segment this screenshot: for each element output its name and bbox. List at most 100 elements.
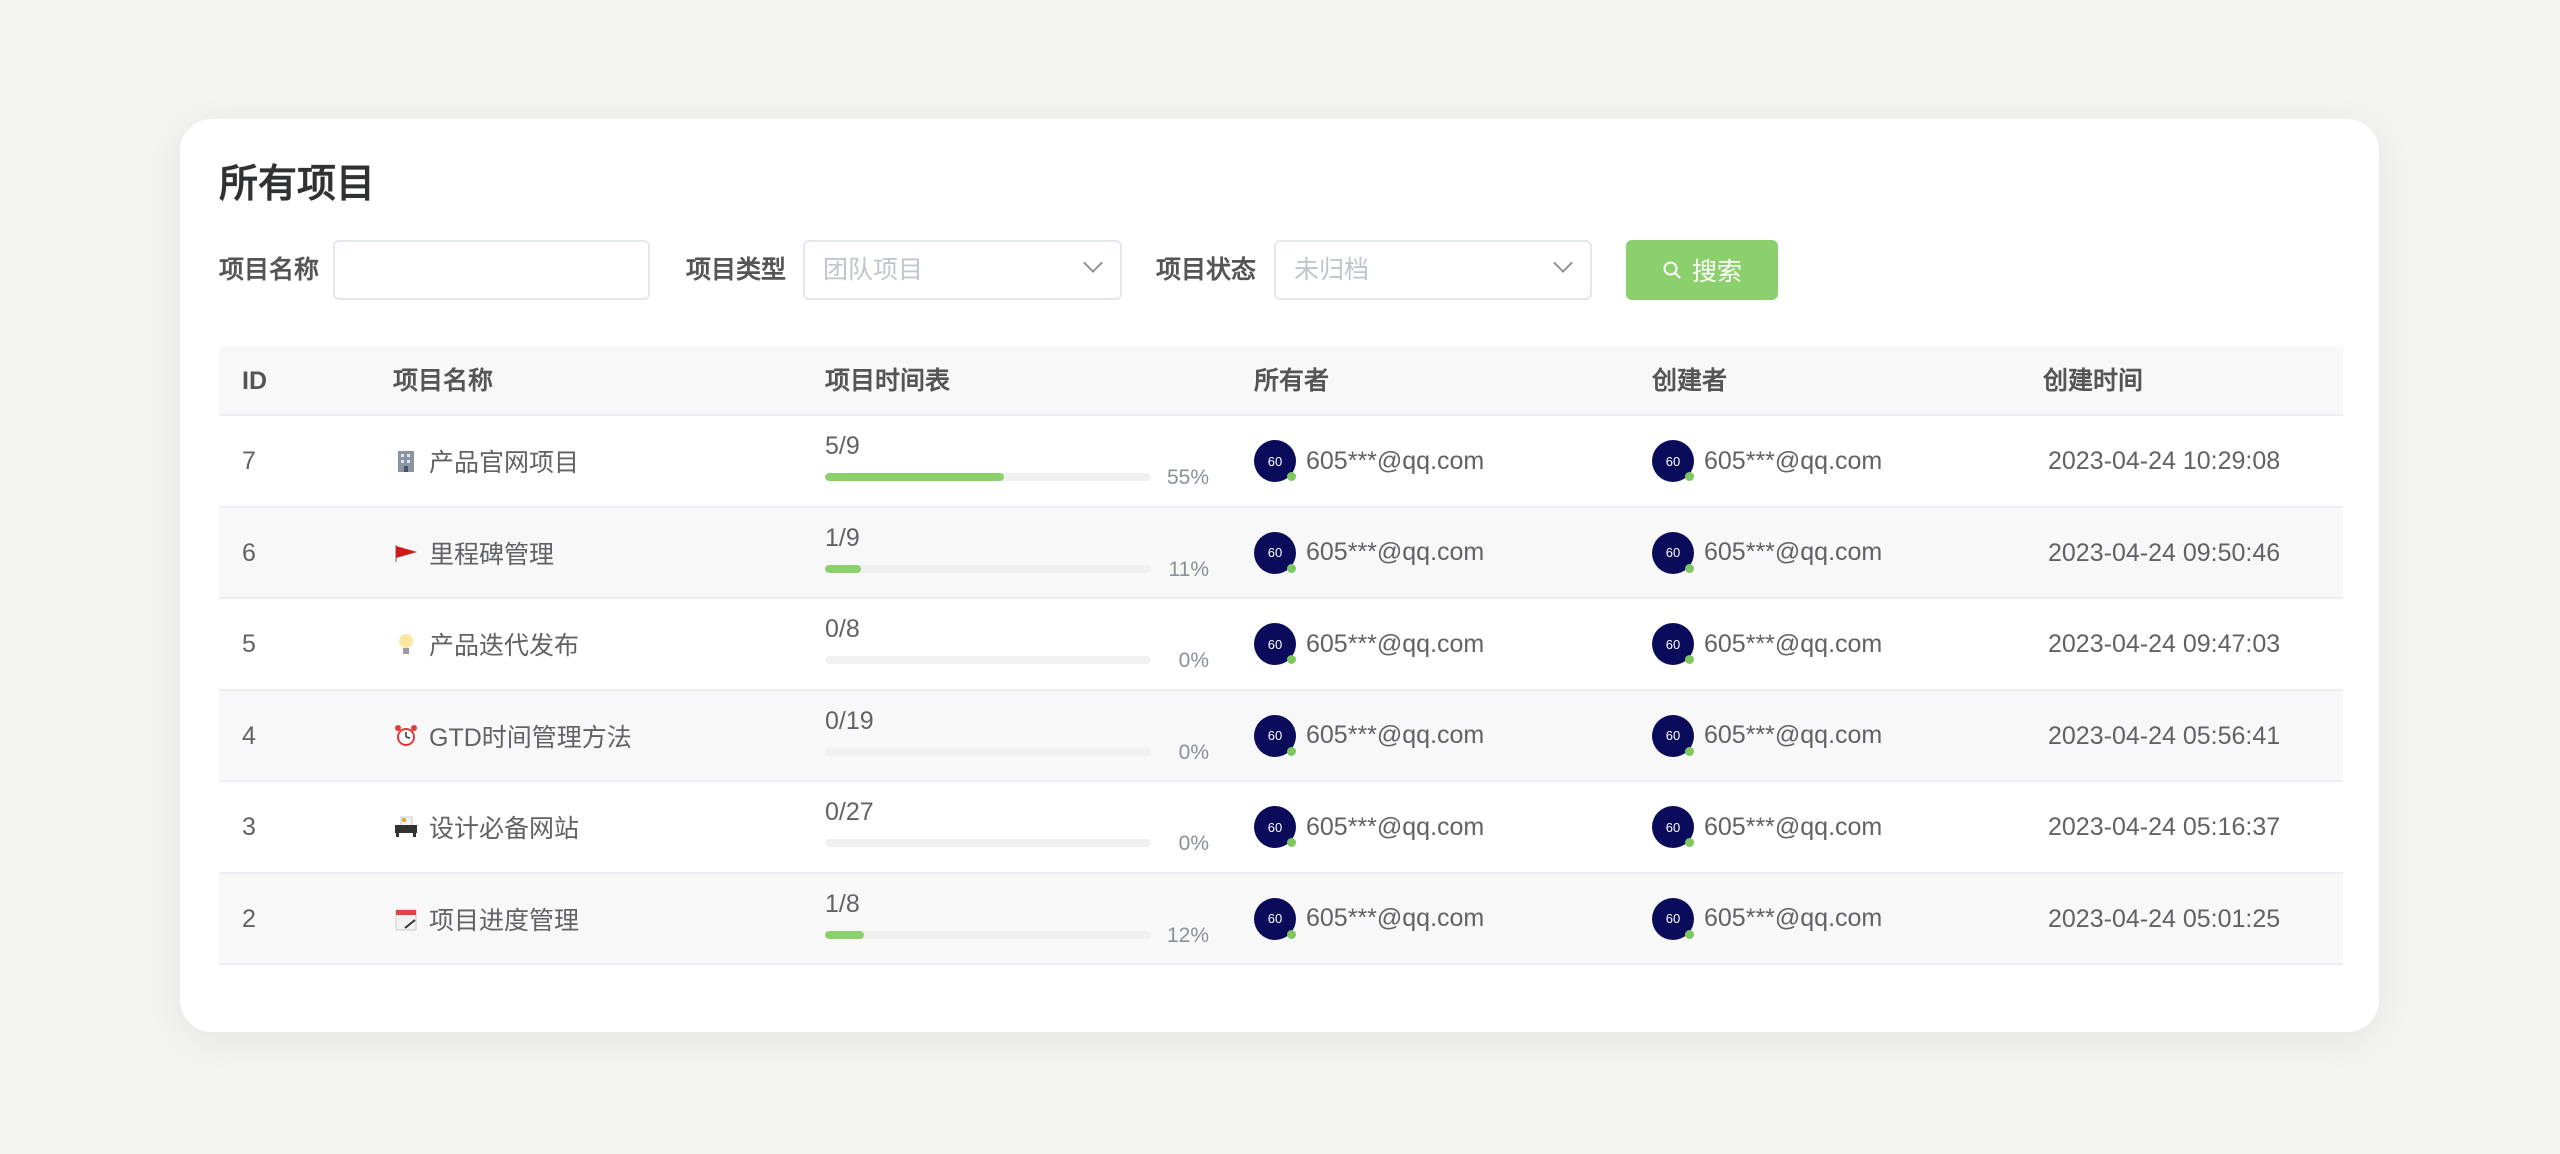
project-name: 项目进度管理 bbox=[429, 906, 580, 935]
project-type-value: 团队项目 bbox=[823, 256, 924, 284]
alarm-clock-icon bbox=[395, 724, 417, 746]
owner-email: 605***@qq.com bbox=[1306, 629, 1485, 658]
project-name-link[interactable]: 设计必备网站 bbox=[393, 782, 579, 872]
creator-email: 605***@qq.com bbox=[1704, 904, 1883, 932]
progress-bar bbox=[825, 656, 1151, 664]
online-dot-icon bbox=[1287, 838, 1296, 847]
search-button[interactable]: 搜索 bbox=[1626, 240, 1778, 300]
online-dot-icon bbox=[1287, 929, 1296, 939]
avatar-initials: 60 bbox=[1665, 453, 1681, 469]
printer-icon bbox=[395, 816, 417, 837]
col-owner: 所有者 bbox=[1254, 367, 1330, 395]
project-status-value: 未归档 bbox=[1294, 256, 1370, 284]
table-row[interactable]: 2 项目进度管理 1/8 12% 60 605***@qq.com 60 605***… bbox=[219, 873, 2343, 965]
progress-percent: 0% bbox=[1178, 740, 1209, 764]
progress-percent: 12% bbox=[1166, 923, 1209, 947]
progress-bar bbox=[825, 473, 1151, 481]
progress-percent: 0% bbox=[1178, 649, 1209, 672]
project-name: 产品迭代发布 bbox=[429, 632, 580, 660]
project-name: 设计必备网站 bbox=[429, 815, 580, 843]
owner-email: 605***@qq.com bbox=[1306, 812, 1485, 841]
online-dot-icon bbox=[1287, 563, 1296, 573]
row-id: 6 bbox=[242, 538, 256, 567]
progress-bar bbox=[825, 564, 1151, 573]
progress-bar bbox=[825, 930, 1151, 939]
project-name-link[interactable]: 产品迭代发布 bbox=[393, 599, 579, 689]
search-button-label: 搜索 bbox=[1691, 258, 1742, 286]
created-time: 2023-04-24 05:56:41 bbox=[2048, 721, 2281, 750]
online-dot-icon bbox=[1685, 838, 1694, 847]
project-name-link[interactable]: 项目进度管理 bbox=[393, 874, 579, 964]
owner: 60 605***@qq.com bbox=[1254, 874, 1484, 964]
avatar-initials: 60 bbox=[1267, 453, 1283, 469]
project-name-link[interactable]: GTD时间管理方法 bbox=[393, 691, 632, 781]
table-row[interactable]: 7 产品官网项目 5/9 55% 60 605***@qq.com 60 605***… bbox=[219, 416, 2343, 508]
chevron-down-icon bbox=[1553, 253, 1573, 273]
project-name-label: 项目名称 bbox=[219, 256, 320, 284]
avatar: 60 bbox=[1652, 806, 1694, 848]
owner-email: 605***@qq.com bbox=[1306, 446, 1485, 475]
building-icon bbox=[398, 451, 414, 472]
progress-fill bbox=[825, 930, 865, 939]
owner: 60 605***@qq.com bbox=[1254, 508, 1484, 598]
avatar: 60 bbox=[1254, 714, 1296, 757]
avatar: 60 bbox=[1652, 440, 1694, 482]
col-creator: 创建者 bbox=[1652, 367, 1728, 395]
creator-email: 605***@qq.com bbox=[1704, 721, 1883, 749]
row-id: 7 bbox=[242, 447, 256, 475]
row-id: 2 bbox=[242, 904, 256, 933]
row-id: 4 bbox=[242, 721, 256, 750]
avatar-initials: 60 bbox=[1267, 636, 1283, 652]
owner: 60 605***@qq.com bbox=[1254, 416, 1484, 506]
lightbulb-icon bbox=[399, 634, 413, 654]
avatar-initials: 60 bbox=[1267, 545, 1283, 560]
creator: 60 605***@qq.com bbox=[1652, 782, 1882, 872]
search-icon bbox=[1663, 261, 1681, 279]
project-status-select[interactable]: 未归档 bbox=[1274, 240, 1592, 300]
table-header: ID 项目名称 项目时间表 所有者 创建者 创建时间 bbox=[219, 346, 2343, 416]
project-name: GTD时间管理方法 bbox=[429, 723, 632, 752]
owner-email: 605***@qq.com bbox=[1306, 721, 1485, 749]
avatar: 60 bbox=[1254, 623, 1296, 665]
owner: 60 605***@qq.com bbox=[1254, 782, 1484, 872]
progress-fill bbox=[825, 473, 1005, 481]
online-dot-icon bbox=[1287, 655, 1296, 664]
table-row[interactable]: 3 设计必备网站 0/27 0% 60 605***@qq.com 60 605***… bbox=[219, 782, 2343, 874]
project-type-label: 项目类型 bbox=[686, 256, 787, 284]
created-time: 2023-04-24 05:01:25 bbox=[2048, 904, 2281, 933]
online-dot-icon bbox=[1685, 563, 1694, 573]
project-status-label: 项目状态 bbox=[1156, 256, 1257, 284]
col-id: ID bbox=[242, 367, 267, 395]
col-timeline: 项目时间表 bbox=[825, 367, 951, 395]
table-row[interactable]: 5 产品迭代发布 0/8 0% 60 605***@qq.com 60 605***@… bbox=[219, 599, 2343, 691]
row-id: 3 bbox=[242, 813, 256, 841]
project-name-link[interactable]: 里程碑管理 bbox=[393, 508, 554, 598]
created-time: 2023-04-24 09:50:46 bbox=[2048, 538, 2281, 567]
col-name: 项目名称 bbox=[393, 367, 494, 395]
progress-bar bbox=[825, 747, 1151, 756]
table-row[interactable]: 4 GTD时间管理方法 0/19 0% 60 605***@qq.com 60 605… bbox=[219, 690, 2343, 782]
creator: 60 605***@qq.com bbox=[1652, 691, 1882, 781]
task-fraction: 0/8 bbox=[825, 615, 860, 643]
avatar: 60 bbox=[1254, 806, 1296, 848]
owner: 60 605***@qq.com bbox=[1254, 599, 1484, 689]
creator-email: 605***@qq.com bbox=[1704, 538, 1883, 566]
online-dot-icon bbox=[1287, 472, 1296, 481]
task-fraction: 5/9 bbox=[825, 432, 860, 460]
avatar-initials: 60 bbox=[1665, 636, 1681, 652]
project-type-select[interactable]: 团队项目 bbox=[803, 240, 1122, 300]
project-name-input[interactable] bbox=[333, 240, 650, 300]
progress-percent: 55% bbox=[1166, 466, 1209, 489]
table-row[interactable]: 6 里程碑管理 1/9 11% 60 605***@qq.com 60 605***@… bbox=[219, 507, 2343, 599]
chevron-down-icon bbox=[1083, 253, 1103, 273]
task-fraction: 0/19 bbox=[825, 706, 874, 735]
creator-email: 605***@qq.com bbox=[1704, 812, 1883, 841]
project-name-link[interactable]: 产品官网项目 bbox=[393, 416, 579, 506]
online-dot-icon bbox=[1685, 472, 1694, 481]
progress-percent: 0% bbox=[1178, 832, 1209, 855]
creator: 60 605***@qq.com bbox=[1652, 416, 1882, 506]
task-fraction: 0/27 bbox=[825, 798, 874, 826]
avatar: 60 bbox=[1652, 897, 1694, 940]
creator: 60 605***@qq.com bbox=[1652, 599, 1882, 689]
online-dot-icon bbox=[1287, 746, 1296, 756]
